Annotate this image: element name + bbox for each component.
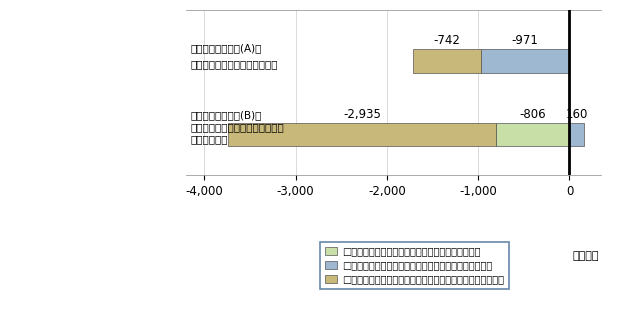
Text: -806: -806 [520, 107, 546, 121]
Legend: □納税者負担：非主食用米に対する交付金額の変化, □納税者負担：田作小麦、田作大豆への交付金額の変化, □消費者負担：主食用米に関する消費者余剰の変化（負値）: □納税者負担：非主食用米に対する交付金額の変化, □納税者負担：田作小麦、田作大… [321, 242, 508, 289]
Text: シミュレーション(A)：: シミュレーション(A)： [190, 43, 262, 53]
Text: （億円）: （億円） [573, 251, 600, 261]
Text: -971: -971 [512, 34, 539, 47]
Text: 非主食用米の生産に対する更なる: 非主食用米の生産に対する更なる [190, 122, 285, 132]
Text: 交付金の中止: 交付金の中止 [190, 134, 228, 144]
Bar [496, 123, 569, 146]
Text: 小麦・大豆に対する交付金廃止: 小麦・大豆に対する交付金廃止 [190, 60, 278, 70]
Text: シミュレーション(B)：: シミュレーション(B)： [190, 110, 262, 121]
Text: -2,935: -2,935 [343, 107, 381, 121]
Bar [569, 123, 584, 146]
Bar [480, 49, 569, 73]
Text: -742: -742 [433, 34, 461, 47]
Bar [413, 49, 480, 73]
Text: 160: 160 [565, 107, 588, 121]
Bar [228, 123, 496, 146]
